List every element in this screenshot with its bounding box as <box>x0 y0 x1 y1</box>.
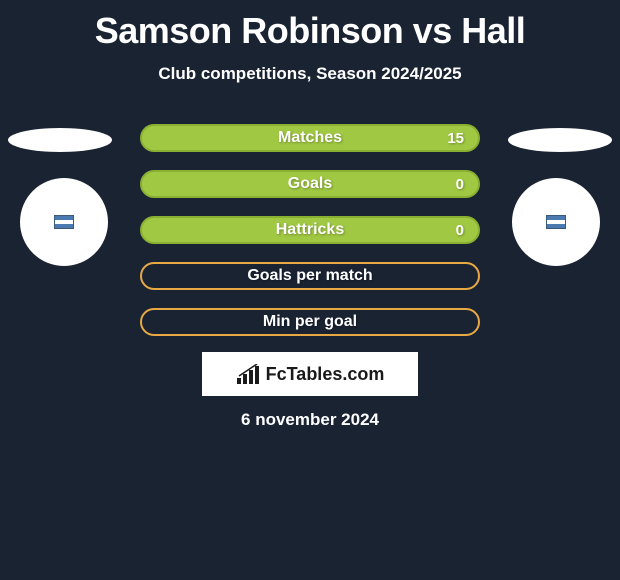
stat-label: Goals <box>288 175 332 193</box>
player-circle-right <box>512 178 600 266</box>
player-ellipse-left <box>8 128 112 152</box>
stat-bar-hattricks: Hattricks 0 <box>140 216 480 244</box>
stat-value: 0 <box>456 176 464 193</box>
page-title: Samson Robinson vs Hall <box>0 0 620 52</box>
stat-label: Matches <box>278 129 342 147</box>
stat-bar-min-per-goal: Min per goal <box>140 308 480 336</box>
stat-label: Hattricks <box>276 221 344 239</box>
stat-label: Min per goal <box>263 313 357 331</box>
bars-icon <box>236 364 260 384</box>
brand-box: FcTables.com <box>202 352 418 396</box>
flag-icon <box>546 215 566 229</box>
stat-bar-goals-per-match: Goals per match <box>140 262 480 290</box>
stat-value: 0 <box>456 222 464 239</box>
stats-container: Matches 15 Goals 0 Hattricks 0 Goals per… <box>140 124 480 354</box>
flag-icon <box>54 215 74 229</box>
brand-text: FcTables.com <box>266 364 385 385</box>
page-subtitle: Club competitions, Season 2024/2025 <box>0 64 620 84</box>
player-circle-left <box>20 178 108 266</box>
stat-value: 15 <box>447 130 464 147</box>
date-text: 6 november 2024 <box>0 410 620 430</box>
stat-bar-matches: Matches 15 <box>140 124 480 152</box>
player-ellipse-right <box>508 128 612 152</box>
stat-bar-goals: Goals 0 <box>140 170 480 198</box>
stat-label: Goals per match <box>247 267 372 285</box>
